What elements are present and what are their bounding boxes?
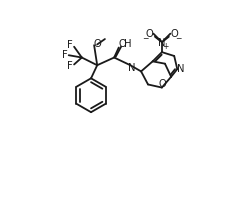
Text: −: − xyxy=(176,34,182,44)
Text: O: O xyxy=(170,29,178,39)
Text: N: N xyxy=(158,38,166,48)
Text: F: F xyxy=(67,61,73,71)
Text: −: − xyxy=(142,34,148,44)
Text: F: F xyxy=(67,40,73,50)
Text: H: H xyxy=(124,39,132,49)
Text: O: O xyxy=(119,39,127,49)
Text: F: F xyxy=(62,50,68,60)
Text: O: O xyxy=(93,39,101,49)
Text: +: + xyxy=(163,42,169,51)
Text: O: O xyxy=(146,29,153,39)
Text: N: N xyxy=(128,63,136,73)
Text: O: O xyxy=(159,79,166,89)
Text: N: N xyxy=(177,64,185,74)
